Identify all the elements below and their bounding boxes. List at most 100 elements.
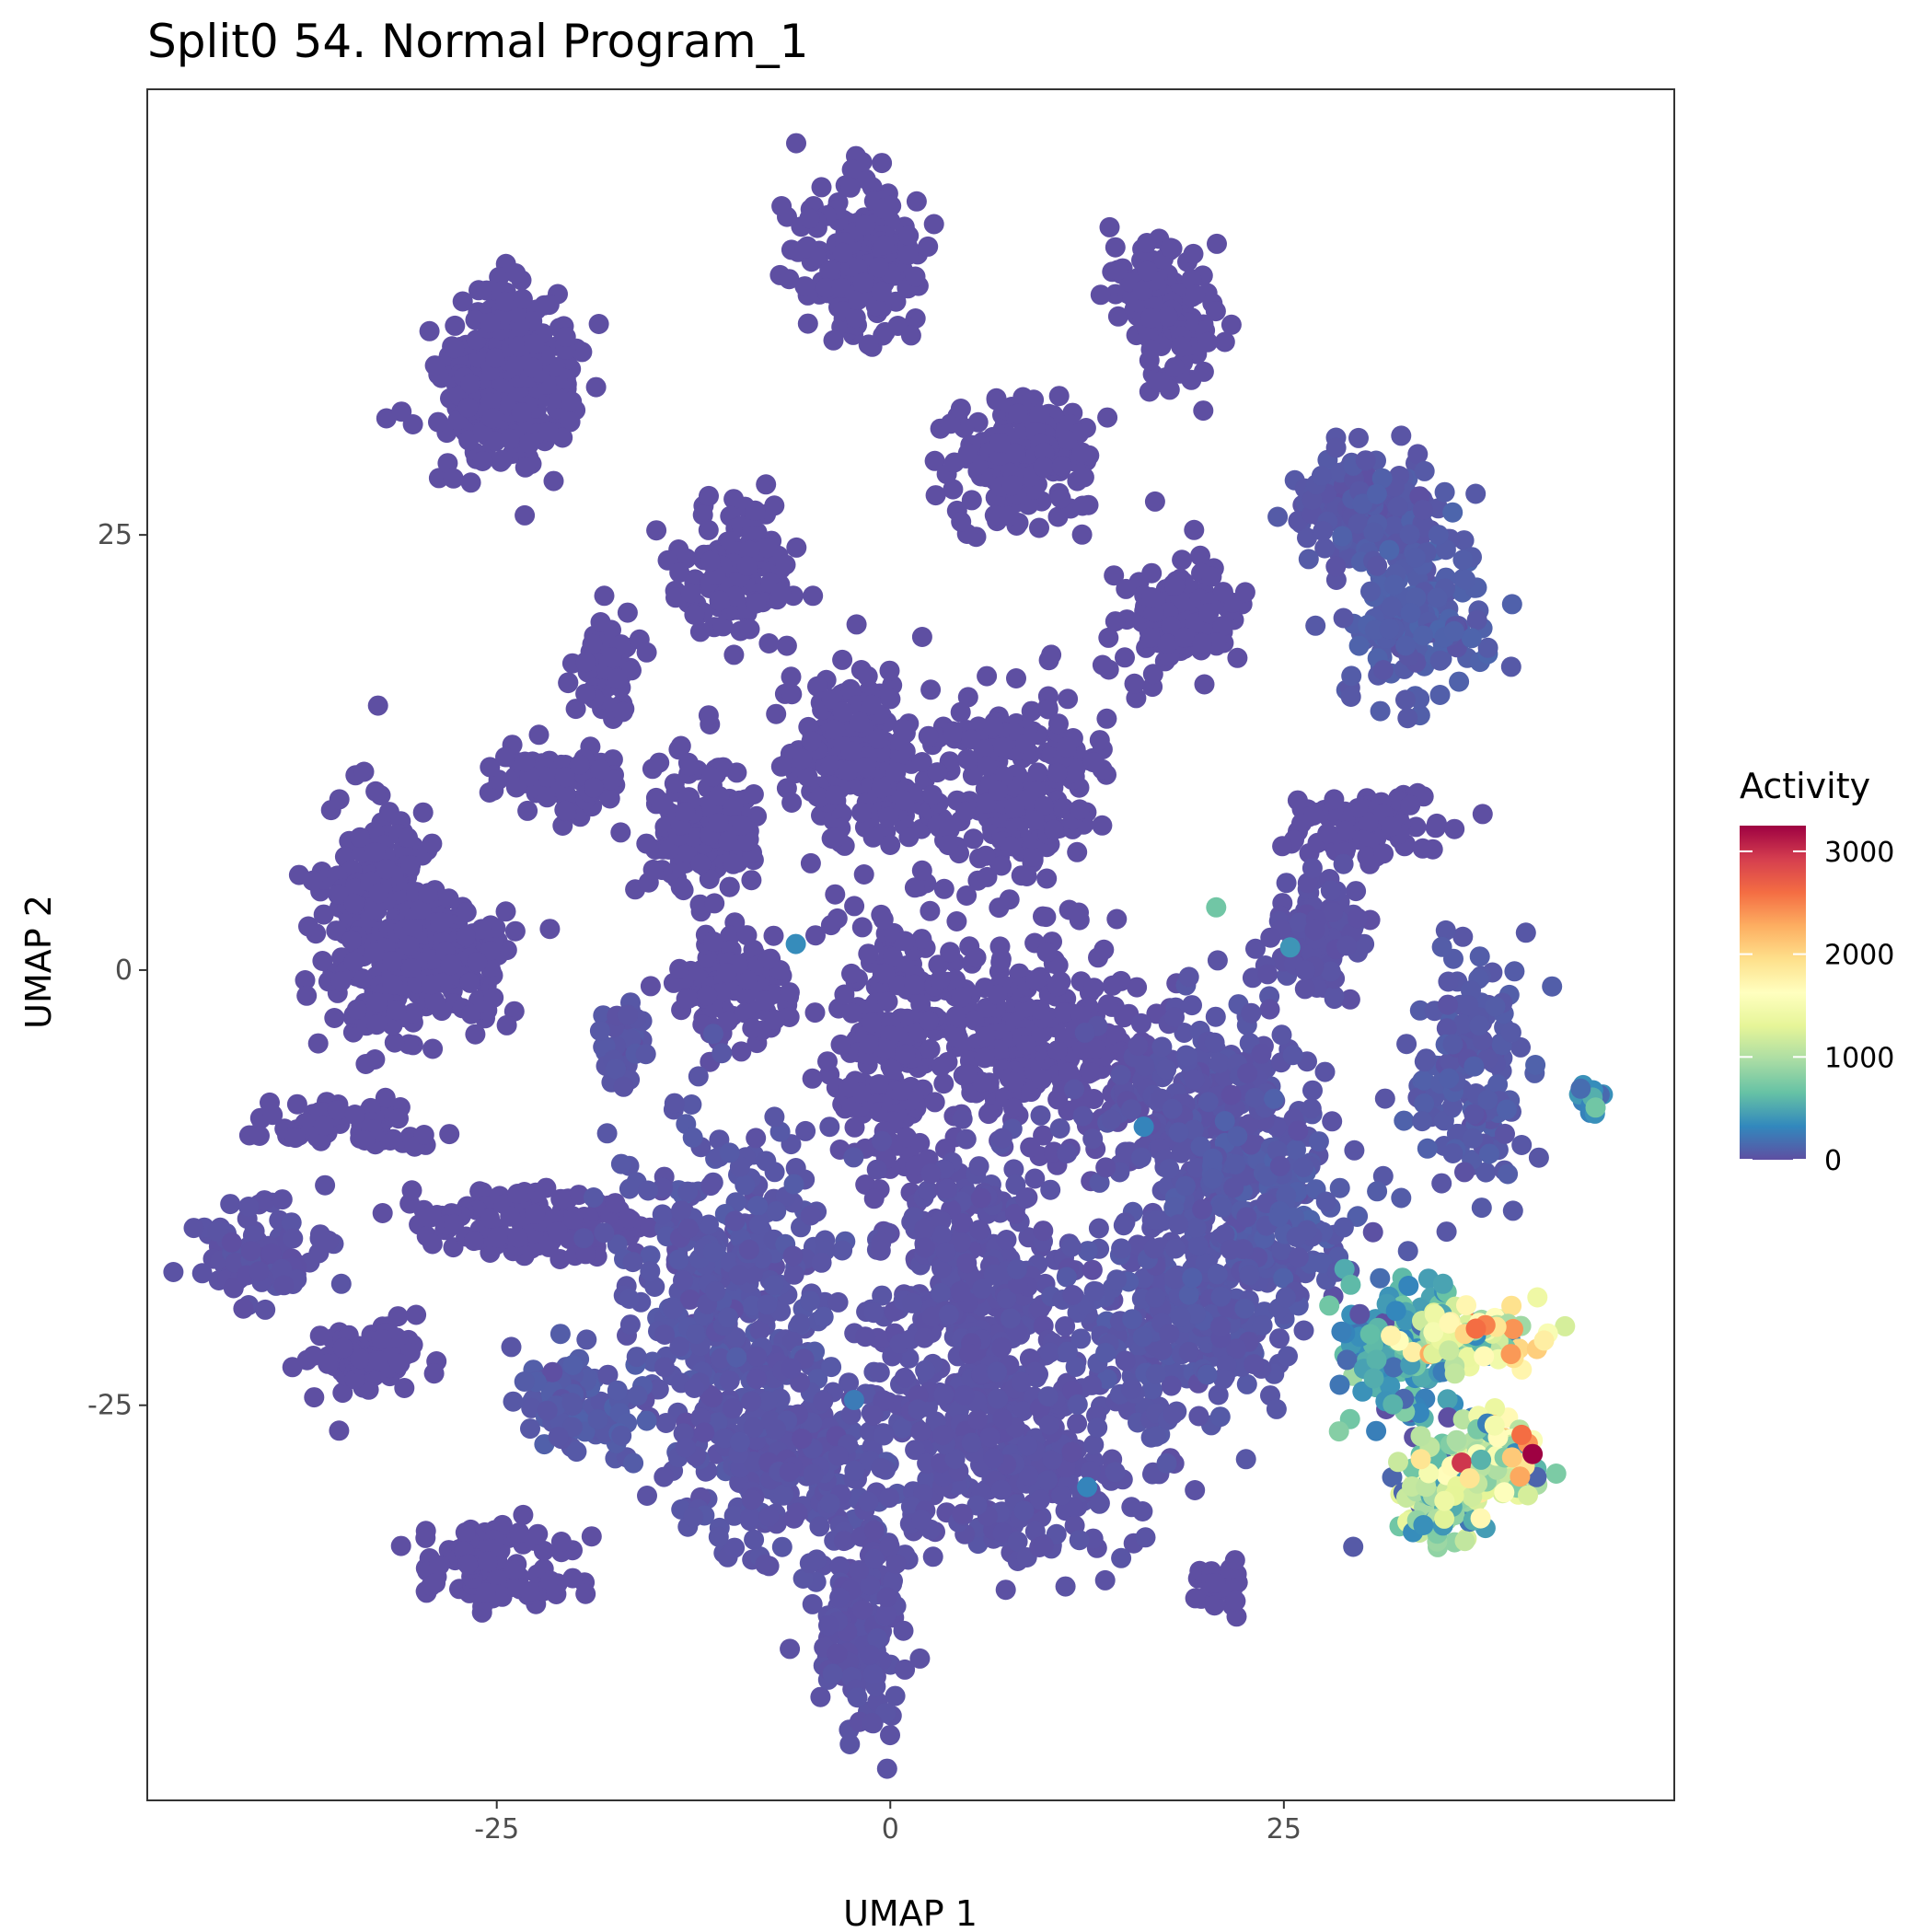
- scatter-point: [741, 1391, 762, 1412]
- scatter-point: [758, 949, 779, 970]
- scatter-point: [1201, 566, 1222, 587]
- scatter-point: [1057, 1143, 1078, 1163]
- scatter-point: [1001, 475, 1023, 496]
- scatter-point: [911, 627, 932, 647]
- scatter-point: [1542, 976, 1563, 997]
- scatter-point: [1313, 521, 1334, 541]
- scatter-point: [1379, 619, 1400, 640]
- scatter-point: [1500, 1022, 1521, 1043]
- scatter-point: [858, 943, 879, 965]
- scatter-point: [799, 208, 820, 229]
- scatter-point: [445, 315, 466, 336]
- scatter-point: [895, 790, 916, 811]
- scatter-point: [1048, 386, 1070, 407]
- scatter-point: [1209, 1053, 1230, 1073]
- scatter-point: [1463, 1056, 1485, 1077]
- scatter-point: [951, 987, 972, 1008]
- scatter-point: [1081, 1062, 1102, 1083]
- scatter-point: [1355, 450, 1376, 471]
- scatter-point: [238, 1197, 260, 1217]
- scatter-point: [1205, 301, 1226, 322]
- scatter-point: [723, 1398, 744, 1419]
- scatter-point: [988, 780, 1009, 801]
- scatter-point: [481, 408, 503, 429]
- scatter-point: [606, 1059, 627, 1080]
- scatter-point: [1124, 673, 1145, 694]
- scatter-point: [933, 878, 954, 899]
- scatter-point: [966, 947, 987, 968]
- scatter-point: [1140, 586, 1162, 607]
- scatter-point: [1379, 539, 1400, 561]
- scatter-point: [1178, 966, 1199, 988]
- scatter-point: [809, 1516, 830, 1537]
- scatter-point: [1140, 307, 1162, 329]
- scatter-point: [495, 746, 515, 768]
- scatter-point: [1500, 656, 1521, 677]
- scatter-point: [678, 756, 700, 776]
- scatter-point: [522, 357, 543, 378]
- scatter-point: [1352, 493, 1373, 515]
- scatter-point: [756, 474, 777, 495]
- scatter-point: [858, 334, 879, 355]
- scatter-point: [783, 1174, 804, 1195]
- scatter-point: [946, 911, 967, 931]
- scatter-point: [1373, 843, 1394, 864]
- scatter-point: [1461, 628, 1482, 649]
- scatter-point: [350, 827, 371, 848]
- scatter-point: [554, 767, 575, 788]
- scatter-point: [1479, 1143, 1500, 1164]
- scatter-point: [1463, 1128, 1484, 1149]
- scatter-point: [703, 931, 724, 952]
- scatter-point: [1192, 632, 1212, 654]
- scatter-point: [1151, 1036, 1173, 1058]
- scatter-point: [825, 884, 846, 905]
- scatter-point: [1469, 946, 1490, 967]
- scatter-point: [792, 1429, 813, 1449]
- scatter-point: [1162, 1098, 1183, 1119]
- scatter-point: [705, 1280, 726, 1301]
- scatter-point: [343, 951, 364, 972]
- scatter-point: [1214, 331, 1235, 353]
- scatter-point: [233, 1298, 254, 1319]
- scatter-point: [1083, 978, 1105, 999]
- scatter-point: [1089, 730, 1110, 751]
- scatter-point: [515, 751, 536, 772]
- scatter-point: [816, 277, 837, 298]
- scatter-point: [413, 1125, 434, 1145]
- scatter-point: [770, 582, 792, 603]
- scatter-point: [1496, 1099, 1517, 1120]
- scatter-point: [1105, 611, 1126, 632]
- scatter-point: [782, 1245, 804, 1267]
- scatter-point: [873, 198, 894, 219]
- scatter-point: [355, 1054, 376, 1074]
- scatter-point: [1137, 233, 1157, 253]
- scatter-point: [920, 1038, 941, 1059]
- scatter-point: [1106, 908, 1128, 930]
- scatter-point: [439, 1124, 460, 1145]
- scatter-point: [832, 649, 853, 670]
- scatter-point: [1171, 336, 1192, 357]
- scatter-point: [763, 1275, 784, 1296]
- scatter-point: [1107, 260, 1128, 281]
- scatter-point: [428, 468, 449, 489]
- scatter-point: [1067, 841, 1088, 862]
- scatter-point: [950, 399, 971, 419]
- scatter-point: [367, 695, 388, 716]
- scatter-point: [1452, 550, 1474, 571]
- scatter-point: [990, 952, 1012, 973]
- scatter-point: [766, 703, 787, 724]
- scatter-point: [697, 985, 718, 1006]
- scatter-point: [1442, 502, 1463, 523]
- scatter-point: [1221, 314, 1242, 335]
- scatter-point: [444, 1213, 465, 1234]
- scatter-point: [1016, 1035, 1036, 1056]
- scatter-point: [622, 1252, 643, 1273]
- scatter-point: [1438, 994, 1458, 1015]
- scatter-point: [472, 451, 493, 471]
- scatter-point: [961, 729, 981, 750]
- scatter-point: [781, 666, 802, 688]
- scatter-point: [1044, 819, 1064, 840]
- scatter-point: [1073, 467, 1094, 488]
- scatter-point: [459, 972, 480, 993]
- scatter-point: [873, 235, 895, 256]
